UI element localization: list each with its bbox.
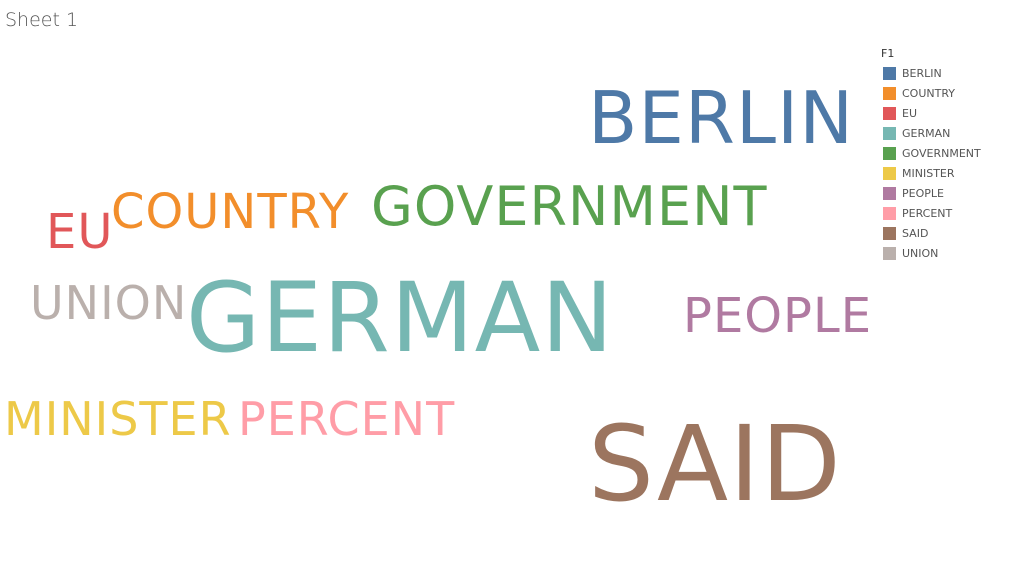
legend-item-government: GOVERNMENT — [881, 143, 1011, 163]
legend-label: UNION — [902, 246, 939, 260]
legend-item-german: GERMAN — [881, 123, 1011, 143]
legend-label: EU — [902, 106, 918, 120]
legend-label: PERCENT — [902, 206, 953, 220]
legend-item-union: UNION — [881, 243, 1011, 263]
legend-item-eu: EU — [881, 103, 1011, 123]
legend-label: GOVERNMENT — [902, 146, 981, 160]
legend-label: COUNTRY — [902, 86, 955, 100]
legend-item-berlin: BERLIN — [881, 63, 1011, 83]
legend-swatch — [883, 166, 896, 180]
legend-swatch — [883, 126, 896, 140]
legend-label: GERMAN — [902, 126, 951, 140]
word-country: COUNTRY — [111, 184, 350, 240]
word-union: UNION — [30, 276, 188, 330]
legend-label: BERLIN — [902, 66, 942, 80]
legend-swatch — [883, 246, 896, 260]
legend-label: SAID — [902, 226, 929, 240]
legend-item-country: COUNTRY — [881, 83, 1011, 103]
color-legend: F1 BERLIN COUNTRY EU GERMAN GOVERNMENT MINIST… — [881, 47, 1011, 263]
word-government: GOVERNMENT — [371, 175, 768, 238]
legend-swatch — [883, 206, 896, 220]
legend-title: F1 — [881, 47, 895, 60]
legend-swatch — [883, 66, 896, 80]
legend-item-people: PEOPLE — [881, 183, 1011, 203]
legend-label: MINISTER — [902, 166, 955, 180]
word-german: GERMAN — [186, 262, 615, 374]
legend-item-minister: MINISTER — [881, 163, 1011, 183]
legend-swatch — [883, 186, 896, 200]
legend-item-said: SAID — [881, 223, 1011, 243]
word-eu: EU — [46, 204, 114, 260]
legend-swatch — [883, 146, 896, 160]
legend-swatch — [883, 106, 896, 120]
legend-item-percent: PERCENT — [881, 203, 1011, 223]
legend-label: PEOPLE — [902, 186, 944, 200]
legend-swatch — [883, 226, 896, 240]
legend-swatch — [883, 86, 896, 100]
word-minister: MINISTER — [4, 392, 232, 446]
word-said: SAID — [588, 403, 842, 525]
word-berlin: BERLIN — [588, 76, 855, 160]
sheet-title: Sheet 1 — [5, 9, 79, 31]
word-people: PEOPLE — [683, 288, 873, 344]
word-percent: PERCENT — [238, 392, 456, 446]
